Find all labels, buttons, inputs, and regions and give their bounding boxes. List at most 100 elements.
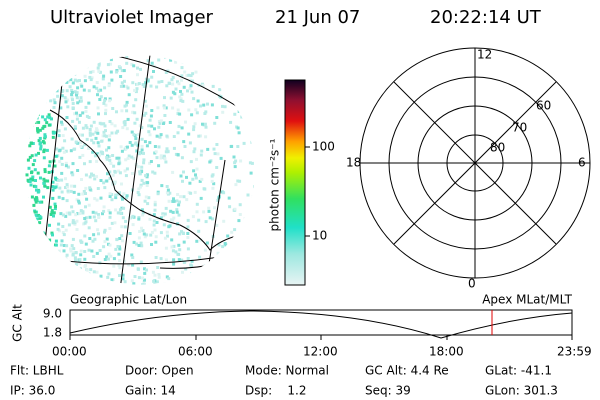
- pixel: [146, 59, 150, 63]
- pixel: [240, 251, 244, 255]
- pixel: [176, 153, 180, 157]
- pixel: [206, 102, 209, 106]
- pixel: [56, 94, 60, 98]
- pixel: [35, 234, 39, 238]
- pixel: [246, 239, 250, 243]
- pixel: [39, 176, 42, 180]
- pixel: [28, 60, 32, 64]
- pixel: [190, 90, 194, 94]
- pixel: [242, 279, 245, 283]
- pixel: [48, 68, 52, 72]
- pixel: [27, 166, 31, 170]
- pixel: [50, 266, 54, 270]
- pixel: [65, 244, 69, 248]
- pixel: [172, 262, 176, 266]
- pixel: [177, 213, 181, 217]
- pixel: [60, 94, 64, 98]
- pixel: [82, 88, 86, 92]
- pixel: [108, 170, 112, 174]
- pixel: [138, 124, 142, 128]
- pixel: [187, 73, 191, 77]
- info-field: IP: 36.0: [10, 384, 55, 398]
- pixel: [52, 98, 56, 102]
- pixel: [102, 122, 106, 126]
- pixel: [87, 203, 91, 207]
- pixel: [232, 240, 236, 244]
- pixel: [163, 212, 167, 216]
- pixel: [48, 247, 52, 251]
- pixel: [162, 104, 166, 108]
- pixel: [202, 270, 205, 274]
- pixel: [248, 161, 252, 165]
- pixel: [178, 248, 182, 252]
- pixel: [176, 193, 180, 196]
- pixel: [170, 245, 174, 249]
- pixel: [67, 277, 71, 281]
- pixel: [82, 282, 86, 285]
- pixel: [105, 157, 109, 161]
- pixel: [132, 282, 136, 285]
- pixel: [138, 185, 142, 189]
- pixel: [41, 258, 45, 262]
- pixel: [61, 146, 65, 150]
- pixel: [84, 205, 87, 209]
- pixel: [200, 149, 204, 153]
- pixel: [251, 106, 255, 110]
- pixel: [236, 126, 240, 130]
- pixel: [148, 133, 152, 137]
- pixel: [78, 261, 82, 265]
- pixel: [49, 284, 53, 285]
- pixel: [76, 113, 79, 117]
- pixel: [60, 178, 64, 182]
- pixel: [131, 263, 135, 267]
- pixel: [212, 147, 216, 151]
- pixel: [43, 170, 47, 174]
- pixel: [128, 141, 132, 144]
- pixel: [91, 276, 94, 280]
- pixel: [142, 283, 146, 285]
- geo-label: Geographic Lat/Lon: [70, 293, 187, 307]
- pixel: [70, 137, 74, 141]
- pixel: [185, 175, 188, 179]
- pixel: [152, 279, 156, 283]
- pixel: [94, 136, 98, 140]
- pixel: [192, 150, 196, 154]
- pixel: [177, 243, 181, 247]
- pixel: [125, 127, 129, 131]
- pixel: [182, 85, 186, 89]
- pixel: [62, 57, 65, 61]
- pixel: [157, 275, 161, 279]
- pixel: [180, 258, 184, 262]
- pixel: [132, 104, 136, 108]
- pixel: [131, 81, 135, 85]
- pixel: [116, 129, 120, 133]
- pixel: [108, 99, 112, 103]
- pixel: [144, 104, 148, 108]
- pixel: [95, 251, 99, 255]
- pixel: [85, 114, 89, 118]
- pixel: [164, 71, 168, 74]
- pixel: [122, 120, 126, 124]
- pixel: [136, 267, 140, 271]
- pixel: [180, 156, 184, 160]
- pixel: [57, 64, 60, 68]
- pixel: [205, 70, 209, 74]
- pixel: [93, 237, 97, 241]
- pixel: [84, 242, 88, 246]
- pixel: [192, 169, 196, 173]
- pixel: [238, 86, 242, 90]
- pixel: [64, 149, 68, 153]
- pixel: [26, 56, 29, 60]
- pixel: [38, 128, 42, 132]
- pixel: [164, 150, 168, 154]
- pixel: [222, 265, 226, 269]
- pixel: [43, 135, 47, 139]
- pixel: [120, 225, 124, 229]
- pixel: [79, 99, 83, 103]
- pixel: [213, 152, 217, 156]
- info-field: GLon: 301.3: [485, 384, 558, 398]
- pixel: [65, 199, 69, 203]
- pixel: [103, 258, 107, 261]
- pixel: [163, 96, 166, 100]
- pixel: [78, 133, 82, 137]
